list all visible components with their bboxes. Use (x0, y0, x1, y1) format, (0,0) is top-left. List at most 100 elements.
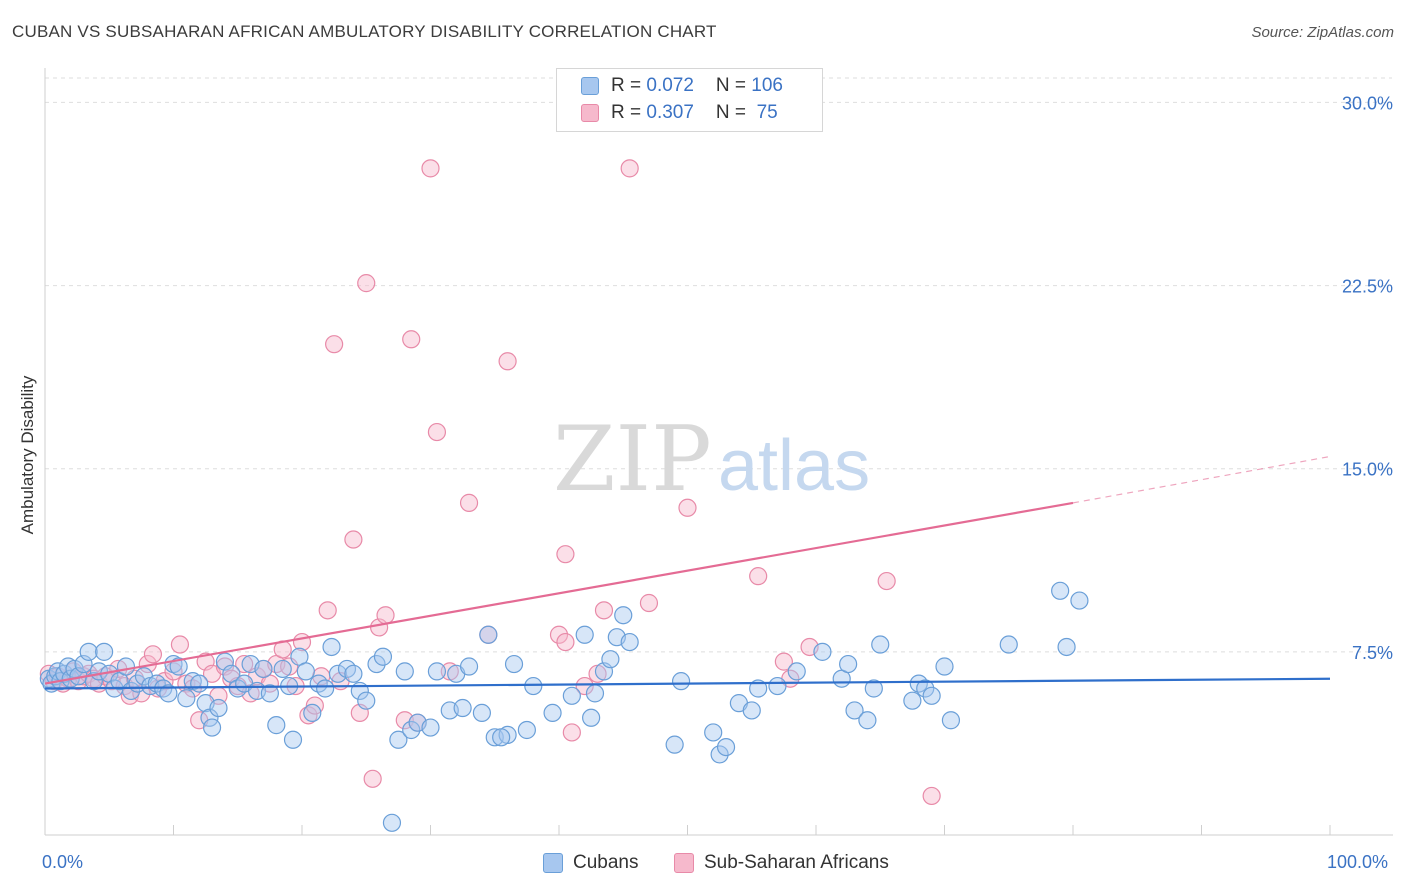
cuban-point (671, 672, 691, 691)
y-tick-label: 7.5% (1352, 643, 1393, 663)
cuban-point (479, 625, 498, 644)
cuban-point (749, 679, 768, 698)
cuban-point (1070, 591, 1089, 610)
cuban-point (813, 642, 832, 661)
cuban-point (524, 676, 543, 696)
y-tick-label: 22.5% (1342, 277, 1393, 297)
cuban-point (575, 625, 594, 644)
subsaharan-point (143, 645, 163, 664)
cuban-point (373, 647, 393, 666)
legend-r-label: R = (611, 75, 647, 96)
bottom-legend-swatch-subsaharan (674, 853, 694, 873)
legend-n-value: 106 (751, 75, 783, 96)
subsaharan-point (620, 159, 639, 178)
legend-row-subsaharan: R = 0.307 N = 75 (581, 101, 778, 125)
cuban-point (260, 684, 279, 703)
legend-n-label: N = (715, 102, 752, 123)
bottom-legend-subsaharan: Sub-Saharan Africans (674, 852, 889, 874)
axes (44, 68, 1393, 836)
subsaharan-point (639, 593, 659, 613)
cuban-point (922, 686, 941, 705)
cuban-point (357, 691, 376, 710)
cuban-point (303, 703, 322, 723)
legend-r-value: 0.307 (646, 102, 694, 123)
subsaharan-point (549, 625, 569, 644)
cuban-point (858, 711, 877, 730)
cuban-point (283, 730, 303, 749)
x-tick-label-min: 0.0% (42, 852, 84, 872)
cuban-point (768, 676, 787, 696)
cuban-point (517, 720, 536, 740)
subsaharan-point (427, 422, 447, 442)
cuban-point (389, 730, 408, 749)
cuban-point (328, 664, 348, 683)
legend-n-label: N = (715, 75, 752, 96)
cuban-point (787, 662, 806, 681)
subsaharan-point (235, 654, 254, 674)
cuban-point (562, 686, 581, 705)
correlation-legend: R = 0.072 N = 106 R = 0.307 N = 75 (556, 68, 823, 132)
cuban-point (710, 745, 729, 764)
bottom-legend-label-subsaharan: Sub-Saharan Africans (704, 852, 889, 873)
subsaharan-point (318, 601, 337, 620)
subsaharan-point (376, 606, 395, 625)
subsaharan-point (305, 696, 324, 715)
cuban-point (1057, 637, 1076, 657)
cuban-point (367, 654, 386, 674)
cuban-point (84, 672, 103, 691)
legend-n-value: 75 (751, 102, 778, 123)
cuban-point (254, 659, 273, 679)
trend-lines (44, 455, 1331, 690)
subsaharan-trend-line (44, 501, 1074, 685)
cuban-point (116, 657, 136, 676)
chart-title: CUBAN VS SUBSAHARAN AFRICAN AMBULATORY D… (12, 22, 717, 41)
cuban-point (716, 737, 736, 757)
cuban-point (177, 689, 196, 708)
subsaharan-point (678, 498, 697, 517)
cuban-point (704, 723, 723, 742)
cuban-point (322, 637, 341, 657)
cuban-point (427, 662, 447, 681)
cuban-point (95, 642, 114, 661)
legend-r-label: R = (611, 102, 647, 123)
source-label: Source: ZipAtlas.com (1251, 24, 1394, 41)
cuban-point (935, 657, 954, 676)
cuban-point (421, 718, 440, 737)
y-tick-labels: 7.5% 15.0% 22.5% 30.0% (1342, 93, 1393, 662)
cuban-point (620, 632, 639, 652)
cuban-point (492, 728, 511, 747)
subsaharan-trend-extension (1072, 455, 1331, 504)
watermark-atlas: atlas (718, 426, 870, 506)
subsaharan-point (556, 545, 575, 564)
cuban-point (543, 703, 562, 723)
subsaharan-point (170, 635, 190, 654)
bottom-legend-cubans: Cubans (543, 852, 639, 874)
cuban-point (316, 679, 335, 698)
subsaharan-point (575, 676, 594, 696)
cuban-point (504, 654, 524, 674)
bottom-legend-swatch-cubans (543, 853, 563, 873)
cuban-point (1051, 581, 1070, 600)
cuban-point (169, 657, 188, 676)
legend-row-cubans: R = 0.072 N = 106 (581, 74, 783, 98)
cuban-point (296, 662, 315, 681)
watermark-zip: ZIP (553, 407, 712, 512)
cubans-trend-line (44, 677, 1331, 690)
cuban-point (273, 659, 292, 679)
cuban-point (742, 701, 761, 720)
y-tick-label: 30.0% (1342, 93, 1393, 113)
legend-swatch-cubans (581, 77, 599, 95)
cuban-point (871, 635, 890, 654)
cuban-point (845, 701, 864, 720)
subsaharan-point (877, 571, 896, 591)
cuban-point (614, 606, 633, 625)
subsaharan-point (922, 786, 941, 806)
cuban-point (121, 681, 141, 701)
subsaharan-point (749, 567, 768, 586)
legend-swatch-subsaharan (581, 104, 599, 122)
subsaharan-point (325, 335, 344, 354)
subsaharan-point (363, 769, 382, 788)
cuban-point (864, 679, 883, 698)
cuban-point (585, 684, 605, 703)
cuban-point (209, 698, 228, 718)
